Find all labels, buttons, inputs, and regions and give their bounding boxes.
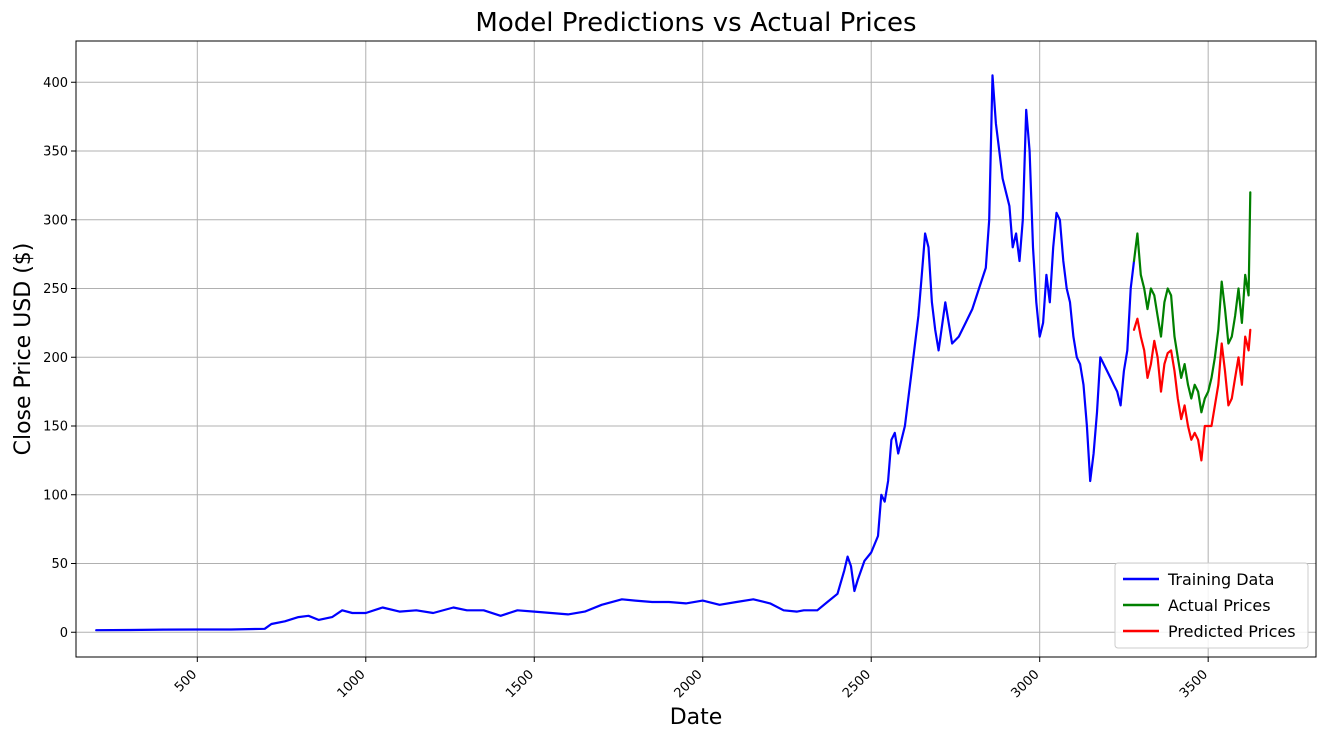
y-tick-label: 50 [51, 557, 68, 572]
y-tick-label: 300 [43, 213, 68, 228]
y-tick-label: 250 [43, 282, 68, 297]
y-axis-label: Close Price USD ($) [11, 243, 36, 456]
y-tick-label: 0 [60, 626, 68, 641]
y-tick-label: 200 [43, 351, 68, 366]
series-line-predicted-prices [1132, 317, 1252, 462]
grid [76, 41, 1316, 657]
x-tick-label: 3000 [1009, 667, 1043, 701]
legend-label: Actual Prices [1168, 596, 1271, 615]
x-tick-label: 1000 [335, 667, 369, 701]
legend-label: Training Data [1167, 570, 1274, 589]
y-tick-label: 100 [43, 488, 68, 503]
chart-title: Model Predictions vs Actual Prices [475, 8, 916, 38]
x-tick-label: 500 [172, 667, 200, 695]
y-tick-label: 400 [43, 76, 68, 91]
series-line-training-data [95, 74, 1136, 632]
y-tick-label: 150 [43, 420, 68, 435]
legend-box [1114, 562, 1309, 649]
x-tick-label: 2000 [672, 667, 706, 701]
x-tick-label: 3500 [1177, 667, 1211, 701]
x-axis-label: Date [670, 705, 723, 730]
plot-frame [75, 40, 1317, 658]
series-layer [95, 74, 1252, 632]
y-axis: 0 50 100 150 200 250 300 350 400 [43, 76, 76, 641]
legend: Training Data Actual Prices Predicted Pric… [1114, 562, 1309, 649]
x-tick-label: 2500 [840, 667, 874, 701]
x-axis: 500 1000 1500 2000 2500 3000 3500 [172, 657, 1211, 701]
x-tick-label: 1500 [503, 667, 537, 701]
y-tick-label: 350 [43, 145, 68, 160]
series-line-actual-prices [1132, 191, 1252, 414]
legend-label: Predicted Prices [1168, 622, 1296, 641]
